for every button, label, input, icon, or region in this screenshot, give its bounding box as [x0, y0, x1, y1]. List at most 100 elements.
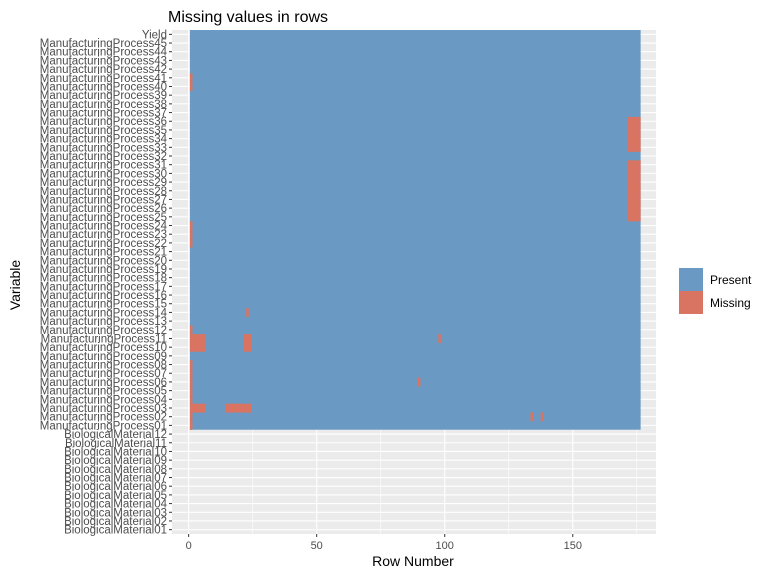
- missing-tile: [243, 342, 252, 352]
- y-tick-label: ManufacturingProcess44: [40, 47, 168, 59]
- missing-tile: [189, 229, 193, 239]
- x-axis-label: Row Number: [372, 553, 454, 569]
- y-tick-label: ManufacturingProcess39: [40, 90, 167, 102]
- y-tick-label: BiologicalMaterial09: [64, 455, 167, 467]
- y-tick-label: ManufacturingProcess24: [40, 221, 168, 233]
- x-tick-label: 0: [186, 540, 192, 552]
- missing-tile: [627, 195, 641, 204]
- y-axis-ticks: YieldManufacturingProcess45Manufacturing…: [40, 29, 172, 537]
- missing-tile: [189, 403, 206, 413]
- missing-tile: [189, 238, 193, 248]
- y-tick-label: ManufacturingProcess09: [40, 351, 167, 363]
- y-tick-label: ManufacturingProcess37: [40, 108, 167, 120]
- heatmap-tiles: [189, 30, 641, 430]
- missing-tile: [627, 134, 641, 144]
- missing-tile: [246, 308, 249, 317]
- y-tick-label: ManufacturingProcess45: [40, 38, 167, 50]
- y-tick-label: ManufacturingProcess04: [40, 394, 168, 406]
- y-tick-label: ManufacturingProcess06: [40, 377, 167, 389]
- y-tick-label: ManufacturingProcess14: [40, 307, 168, 319]
- missing-tile: [627, 142, 641, 152]
- y-tick-label: ManufacturingProcess34: [40, 134, 168, 146]
- legend-key-present: [679, 268, 703, 291]
- y-tick-label: ManufacturingProcess33: [40, 142, 167, 154]
- missing-tile: [243, 334, 252, 344]
- missing-tile: [189, 368, 193, 378]
- missing-tile: [417, 377, 421, 387]
- missing-tile: [627, 160, 641, 170]
- y-tick-label: BiologicalMaterial02: [64, 516, 167, 528]
- y-tick-label: ManufacturingProcess41: [40, 73, 167, 85]
- x-tick-label: 100: [436, 540, 454, 552]
- missing-tile: [189, 377, 193, 387]
- missing-tile: [189, 334, 206, 344]
- legend-label-present: Present: [710, 273, 752, 287]
- missing-tile: [189, 394, 193, 404]
- y-tick-label: ManufacturingProcess38: [40, 99, 167, 111]
- y-tick-label: BiologicalMaterial04: [64, 499, 168, 511]
- y-tick-label: BiologicalMaterial01: [64, 525, 167, 537]
- y-tick-label: ManufacturingProcess01: [40, 420, 167, 432]
- y-tick-label: ManufacturingProcess02: [40, 412, 167, 424]
- y-tick-label: ManufacturingProcess05: [40, 386, 167, 398]
- missing-tile: [530, 412, 534, 422]
- missing-tile: [627, 186, 641, 196]
- x-tick-label: 50: [311, 540, 323, 552]
- y-tick-label: ManufacturingProcess42: [40, 64, 167, 76]
- y-tick-label: ManufacturingProcess07: [40, 368, 167, 380]
- missing-tile: [540, 412, 544, 422]
- y-tick-label: ManufacturingProcess13: [40, 316, 167, 328]
- y-tick-label: Yield: [142, 29, 167, 41]
- missing-tile: [627, 116, 641, 126]
- missing-tile: [189, 412, 193, 422]
- legend-key-missing: [679, 291, 703, 314]
- y-tick-label: ManufacturingProcess22: [40, 238, 167, 250]
- missing-tile: [189, 386, 193, 396]
- y-tick-label: ManufacturingProcess10: [40, 342, 167, 354]
- y-tick-label: ManufacturingProcess11: [41, 333, 167, 345]
- missing-tile: [627, 125, 641, 135]
- y-tick-label: ManufacturingProcess32: [40, 151, 167, 163]
- y-tick-label: BiologicalMaterial10: [64, 446, 167, 458]
- x-axis-ticks: 0 50 100 150: [186, 534, 582, 552]
- y-tick-label: BiologicalMaterial12: [64, 429, 167, 441]
- y-tick-label: ManufacturingProcess17: [40, 281, 167, 293]
- y-tick-label: ManufacturingProcess27: [40, 194, 167, 206]
- y-tick-label: BiologicalMaterial06: [64, 481, 167, 493]
- missing-tile: [189, 325, 193, 335]
- y-tick-label: BiologicalMaterial07: [64, 473, 167, 485]
- y-tick-label: ManufacturingProcess23: [40, 229, 167, 241]
- present-block: [189, 30, 641, 430]
- missing-tile: [189, 342, 206, 352]
- legend-label-missing: Missing: [710, 296, 751, 310]
- y-tick-label: ManufacturingProcess35: [40, 125, 167, 137]
- y-tick-label: ManufacturingProcess18: [40, 273, 167, 285]
- y-tick-label: ManufacturingProcess16: [40, 290, 167, 302]
- missing-tile: [627, 177, 641, 187]
- missing-tile: [189, 360, 193, 370]
- y-axis-label: Variable: [7, 260, 23, 311]
- y-tick-label: ManufacturingProcess08: [40, 360, 167, 372]
- y-tick-label: ManufacturingProcess25: [40, 212, 167, 224]
- x-tick-label: 150: [564, 540, 582, 552]
- y-tick-label: ManufacturingProcess19: [40, 264, 167, 276]
- y-tick-label: BiologicalMaterial03: [64, 507, 167, 519]
- y-tick-label: ManufacturingProcess31: [40, 160, 167, 172]
- y-tick-label: ManufacturingProcess36: [40, 116, 167, 128]
- missing-tile: [189, 421, 193, 430]
- y-tick-label: ManufacturingProcess29: [40, 177, 167, 189]
- y-tick-label: ManufacturingProcess03: [40, 403, 167, 415]
- y-tick-label: ManufacturingProcess20: [40, 255, 167, 267]
- y-tick-label: BiologicalMaterial08: [64, 464, 167, 476]
- y-tick-label: ManufacturingProcess12: [40, 325, 167, 337]
- missing-tile: [189, 73, 193, 83]
- y-tick-label: BiologicalMaterial05: [64, 490, 167, 502]
- missing-tile: [225, 403, 252, 413]
- missing-tile: [189, 82, 193, 92]
- missing-tile: [627, 169, 641, 178]
- y-tick-label: ManufacturingProcess30: [40, 168, 167, 180]
- y-tick-label: ManufacturingProcess40: [40, 81, 167, 93]
- y-tick-label: ManufacturingProcess26: [40, 203, 167, 215]
- missing-tile: [627, 212, 641, 222]
